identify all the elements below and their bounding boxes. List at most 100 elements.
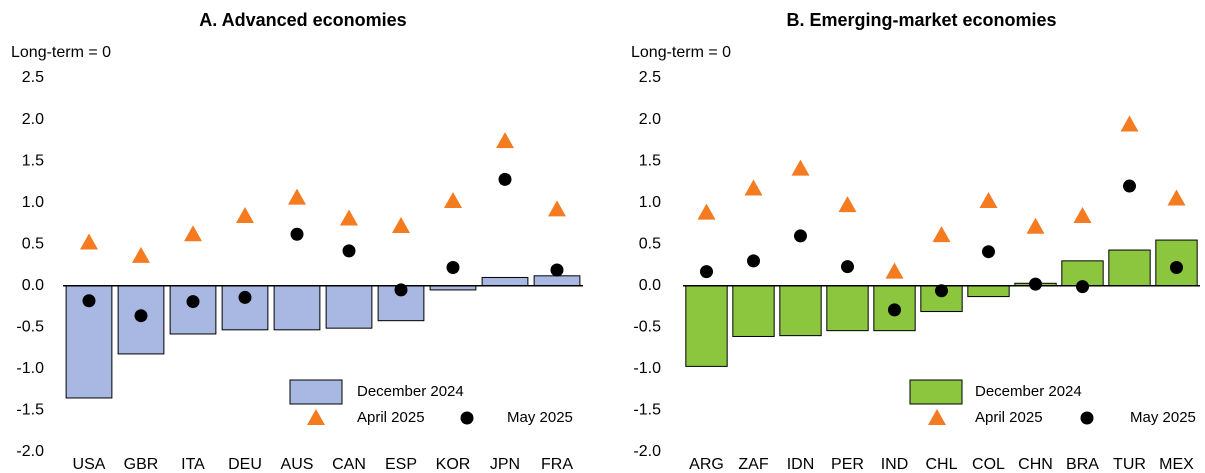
dot-marker bbox=[342, 244, 356, 258]
dot-marker bbox=[498, 172, 512, 186]
x-tick-label: ITA bbox=[181, 456, 205, 473]
legend-swatch bbox=[909, 379, 963, 405]
bar bbox=[732, 285, 775, 337]
legend-label: April 2025 bbox=[357, 409, 425, 426]
dot-marker bbox=[1123, 179, 1136, 193]
x-tick-label: KOR bbox=[436, 456, 471, 473]
triangle-marker bbox=[236, 206, 254, 223]
triangle-marker bbox=[444, 192, 462, 209]
triangle-marker bbox=[979, 192, 998, 209]
x-tick-label: CHL bbox=[925, 456, 957, 473]
triangle-marker bbox=[744, 179, 763, 196]
x-tick-label: PER bbox=[831, 456, 864, 473]
triangle-marker bbox=[340, 209, 358, 226]
legend-label: April 2025 bbox=[975, 409, 1043, 426]
x-tick-label: DEU bbox=[228, 456, 262, 473]
x-tick-label: FRA bbox=[541, 456, 573, 473]
x-tick-label: JPN bbox=[490, 456, 520, 473]
legend-label: December 2024 bbox=[975, 383, 1082, 400]
dot-marker bbox=[134, 309, 148, 323]
x-tick-label: IND bbox=[881, 456, 909, 473]
x-tick-label: ZAF bbox=[738, 456, 768, 473]
triangle-marker bbox=[1026, 217, 1045, 234]
chart-title: A. Advanced economies bbox=[199, 10, 406, 30]
dot-marker bbox=[888, 303, 901, 317]
bar bbox=[273, 285, 321, 331]
bar bbox=[779, 285, 822, 337]
triangle-marker bbox=[791, 159, 810, 176]
dot-marker bbox=[700, 265, 713, 279]
legend-swatch bbox=[1080, 411, 1094, 425]
y-tick-label: 2.0 bbox=[639, 111, 661, 128]
dot-marker bbox=[186, 295, 200, 309]
dot-marker bbox=[841, 260, 854, 274]
x-tick-label: TUR bbox=[1113, 456, 1146, 473]
dot-marker bbox=[394, 283, 408, 297]
dot-marker bbox=[982, 245, 995, 259]
y-tick-label: 1.5 bbox=[639, 152, 661, 169]
legend-label: May 2025 bbox=[507, 409, 573, 426]
x-tick-label: USA bbox=[73, 456, 106, 473]
triangle-marker bbox=[496, 132, 514, 149]
bar bbox=[967, 285, 1010, 298]
legend-label: December 2024 bbox=[357, 383, 464, 400]
triangle-marker bbox=[885, 262, 904, 279]
y-axis-label: Long-term = 0 bbox=[11, 44, 111, 61]
triangle-marker bbox=[838, 196, 857, 213]
bar bbox=[685, 285, 728, 367]
bar bbox=[325, 285, 373, 329]
triangle-marker bbox=[80, 233, 98, 250]
legend-swatch bbox=[307, 409, 325, 425]
y-tick-label: 0.0 bbox=[639, 277, 661, 294]
triangle-marker bbox=[132, 246, 150, 263]
x-tick-label: BRA bbox=[1066, 456, 1099, 473]
x-tick-label: CAN bbox=[332, 456, 366, 473]
y-tick-label: -2.0 bbox=[16, 443, 44, 460]
dot-marker bbox=[747, 254, 760, 268]
legend-swatch bbox=[928, 409, 946, 425]
dot-marker bbox=[238, 290, 252, 304]
bar bbox=[169, 285, 217, 335]
triangle-marker bbox=[392, 216, 410, 233]
dot-marker bbox=[935, 284, 948, 298]
y-tick-label: -1.5 bbox=[16, 402, 44, 419]
triangle-marker bbox=[1073, 206, 1092, 223]
y-tick-label: -1.0 bbox=[16, 360, 44, 377]
y-tick-label: -2.0 bbox=[633, 443, 661, 460]
legend-label: May 2025 bbox=[1130, 409, 1196, 426]
y-tick-label: 2.5 bbox=[22, 69, 44, 86]
y-tick-label: 0.0 bbox=[22, 277, 44, 294]
y-tick-label: -0.5 bbox=[633, 319, 661, 336]
bar bbox=[1108, 249, 1151, 287]
y-tick-label: 1.0 bbox=[639, 194, 661, 211]
dot-marker bbox=[1076, 280, 1089, 294]
x-tick-label: CHN bbox=[1018, 456, 1053, 473]
x-tick-label: GBR bbox=[124, 456, 159, 473]
legend-swatch bbox=[460, 411, 474, 425]
y-tick-label: 0.5 bbox=[639, 235, 661, 252]
y-tick-label: -0.5 bbox=[16, 319, 44, 336]
triangle-marker bbox=[1167, 189, 1186, 206]
x-tick-label: ARG bbox=[689, 456, 724, 473]
dot-marker bbox=[290, 227, 304, 241]
bar bbox=[533, 275, 581, 287]
triangle-marker bbox=[697, 203, 716, 220]
x-tick-label: AUS bbox=[281, 456, 314, 473]
triangle-marker bbox=[932, 226, 951, 243]
bar bbox=[826, 285, 869, 332]
legend-swatch bbox=[289, 379, 343, 405]
dot-marker bbox=[794, 229, 807, 243]
y-tick-label: -1.0 bbox=[633, 360, 661, 377]
dot-marker bbox=[446, 260, 460, 274]
y-tick-label: 1.5 bbox=[22, 152, 44, 169]
x-tick-label: ESP bbox=[385, 456, 417, 473]
chart-title: B. Emerging-market economies bbox=[786, 10, 1056, 30]
bar bbox=[377, 285, 425, 322]
dot-marker bbox=[550, 263, 564, 277]
y-tick-label: 2.5 bbox=[639, 69, 661, 86]
triangle-marker bbox=[184, 225, 202, 242]
bar bbox=[481, 276, 529, 287]
dot-marker bbox=[1170, 260, 1183, 274]
dot-marker bbox=[82, 294, 96, 308]
